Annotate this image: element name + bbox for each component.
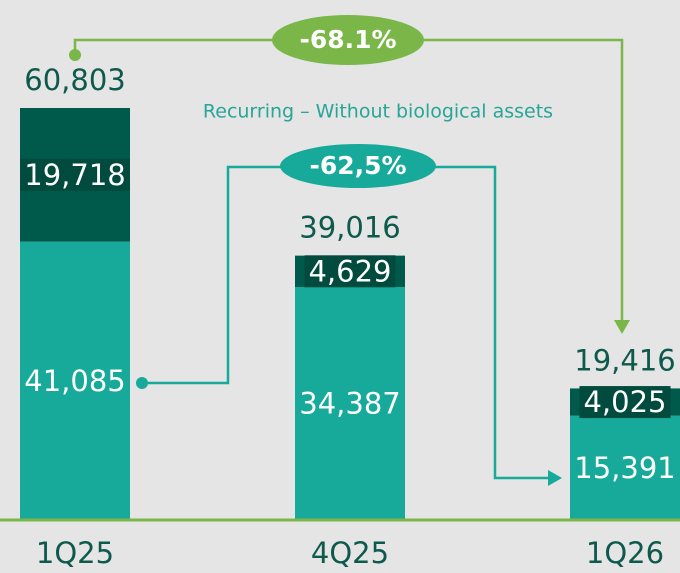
label-box (570, 451, 680, 484)
badge (272, 15, 424, 65)
subtitle: Recurring – Without biological assets (203, 101, 553, 123)
badge (280, 144, 436, 188)
total-label: 19,416 (574, 343, 675, 377)
arrowhead (614, 320, 630, 334)
x-tick-label: 1Q26 (586, 536, 664, 570)
value-label: 41,085 (24, 364, 125, 398)
annotation: -68.1% (299, 25, 396, 54)
total-label: 60,803 (24, 63, 125, 97)
label-box (304, 255, 396, 288)
value-label: 19,718 (24, 158, 125, 192)
value-label: 4,629 (308, 254, 391, 288)
annotation: -62,5% (309, 151, 406, 180)
value-label: 4,025 (583, 385, 666, 419)
label-box (579, 386, 671, 419)
arrowhead (548, 470, 562, 486)
label-box (20, 158, 130, 191)
arrow-dot (136, 377, 148, 389)
value-label: 34,387 (299, 386, 400, 420)
label-box (295, 387, 405, 420)
total-label: 39,016 (299, 211, 400, 245)
x-tick-label: 4Q25 (311, 536, 389, 570)
x-tick-label: 1Q25 (36, 536, 114, 570)
arrow-dot (69, 49, 81, 61)
label-box (20, 364, 130, 397)
value-label: 15,391 (574, 451, 675, 485)
